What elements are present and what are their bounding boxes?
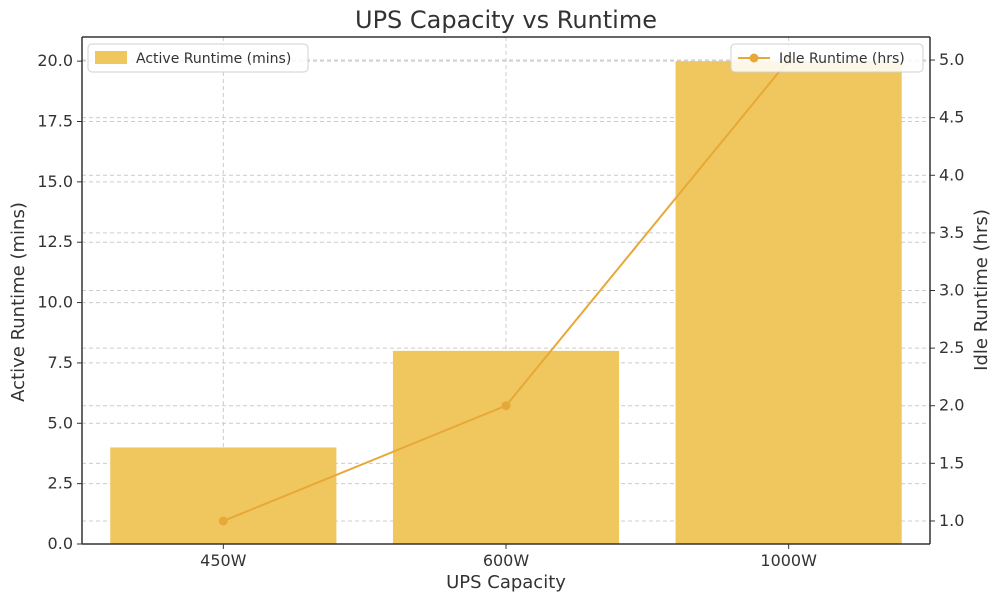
y2-tick-label: 5.0 — [939, 50, 964, 69]
y2-tick-label: 3.5 — [939, 223, 964, 242]
y-tick-label: 7.5 — [48, 353, 73, 372]
legend-frame — [730, 43, 924, 73]
bar-450w — [110, 447, 337, 544]
idle-point-600w — [501, 401, 511, 411]
legend-bar-swatch — [95, 51, 127, 64]
chart-title: UPS Capacity vs Runtime — [355, 6, 657, 34]
y2-axis-title: Idle Runtime (hrs) — [971, 209, 992, 371]
y2-tick-label: 2.5 — [939, 338, 964, 357]
y2-tick-label: 1.0 — [939, 511, 964, 530]
y-tick-label: 10.0 — [37, 293, 73, 312]
y-tick-label: 15.0 — [37, 172, 73, 191]
legend-frame — [87, 43, 309, 73]
y2-tick-label: 2.0 — [939, 396, 964, 415]
x-tick-label: 1000W — [760, 551, 817, 570]
y-tick-label: 17.5 — [37, 112, 73, 131]
y-tick-label: 2.5 — [48, 474, 73, 493]
tick-labels: 0.0 2.5 5.0 7.5 10.0 12.5 15.0 17.5 20.0 1.0 1.5 2.… — [37, 50, 964, 570]
legend-active-label: Active Runtime (mins) — [136, 51, 291, 67]
y-tick-label: 0.0 — [48, 534, 73, 553]
y-tick-label: 20.0 — [37, 51, 73, 70]
y2-tick-label: 3.0 — [939, 281, 964, 300]
x-tick-label: 450W — [200, 551, 247, 570]
bar-600w — [392, 350, 620, 544]
y-axis-title: Active Runtime (mins) — [8, 202, 29, 402]
x-axis-title: UPS Capacity — [446, 572, 566, 593]
legend-active-runtime: Active Runtime (mins) — [87, 43, 309, 73]
y2-tick-label: 1.5 — [939, 453, 964, 472]
y-tick-label: 12.5 — [37, 232, 73, 251]
y2-tick-label: 4.0 — [939, 165, 964, 184]
axes — [77, 36, 935, 549]
legend-line-marker — [749, 53, 759, 63]
x-tick-label: 600W — [483, 551, 530, 570]
bars — [110, 61, 902, 545]
y2-tick-label: 4.5 — [939, 108, 964, 127]
idle-point-450w — [218, 516, 228, 526]
y-tick-label: 5.0 — [48, 413, 73, 432]
bar-1000w — [675, 61, 902, 545]
legend-idle-label: Idle Runtime (hrs) — [779, 51, 905, 67]
legend-idle-runtime: Idle Runtime (hrs) — [730, 43, 924, 73]
